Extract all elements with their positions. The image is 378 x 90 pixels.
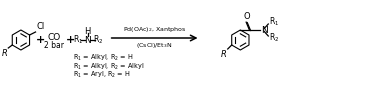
Text: R$_1$ = Aryl, R$_2$ = H: R$_1$ = Aryl, R$_2$ = H [73,70,130,80]
Text: R: R [2,49,7,58]
Text: R$_1$ = Alkyl, R$_2$ = Alkyl: R$_1$ = Alkyl, R$_2$ = Alkyl [73,61,144,72]
Text: Cl: Cl [37,22,45,31]
Text: +: + [66,35,75,45]
Text: CO: CO [47,32,60,41]
Text: 2 bar: 2 bar [44,40,64,50]
Text: R$_1$: R$_1$ [269,16,280,28]
Text: R$_1$: R$_1$ [73,34,83,46]
Text: H: H [85,26,91,35]
Text: Pd(OAc)$_2$, Xantphos: Pd(OAc)$_2$, Xantphos [123,25,186,34]
Text: R$_2$: R$_2$ [269,32,280,44]
Text: +: + [36,35,45,45]
Text: O: O [244,12,251,21]
Text: R: R [221,50,227,59]
Text: R$_1$ = Alkyl, R$_2$ = H: R$_1$ = Alkyl, R$_2$ = H [73,53,133,63]
Text: N: N [261,25,268,34]
Text: R$_2$: R$_2$ [93,34,103,46]
Text: N: N [84,35,91,44]
Text: (CsCl)/Et$_3$N: (CsCl)/Et$_3$N [136,41,173,50]
